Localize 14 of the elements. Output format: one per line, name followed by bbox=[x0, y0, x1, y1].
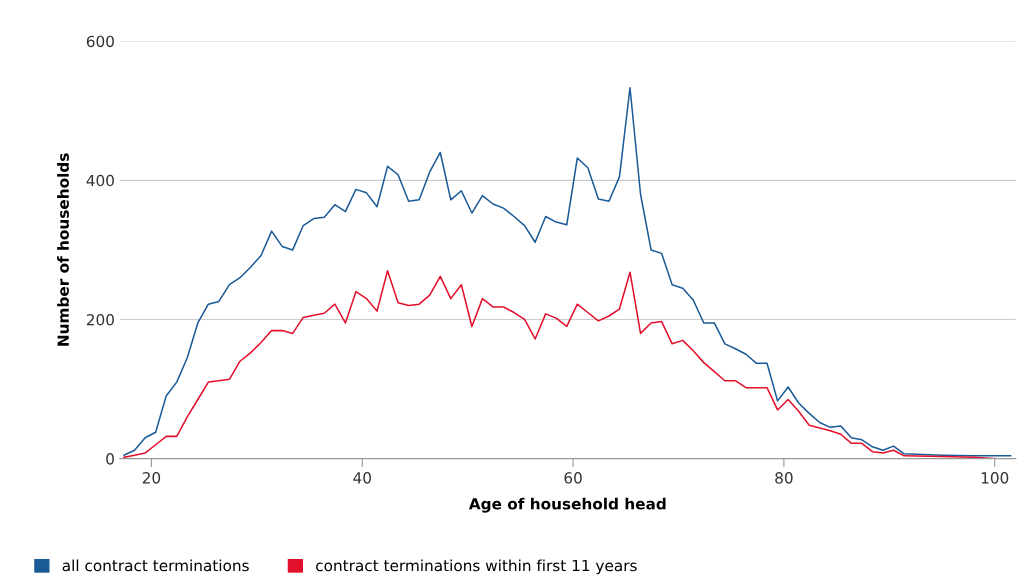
y-tick-label: 200 bbox=[86, 313, 114, 326]
y-tick-label: 400 bbox=[86, 174, 114, 187]
line-series bbox=[123, 87, 1012, 457]
y-axis-title: Number of households bbox=[57, 153, 69, 346]
y-tick-label: 0 bbox=[106, 453, 114, 465]
x-tick-label: 60 bbox=[564, 472, 582, 484]
legend-label: all contract terminations bbox=[62, 559, 249, 572]
x-axis-title: Age of household head bbox=[468, 497, 666, 513]
legend-label: contract terminations within first 11 years bbox=[316, 559, 637, 575]
x-tick-label: 40 bbox=[353, 472, 371, 484]
x-tick-label: 100 bbox=[981, 472, 1009, 484]
x-tick-label: 20 bbox=[142, 472, 161, 484]
y-tick-label: 600 bbox=[86, 35, 114, 48]
x-tick-label: 80 bbox=[775, 472, 793, 484]
